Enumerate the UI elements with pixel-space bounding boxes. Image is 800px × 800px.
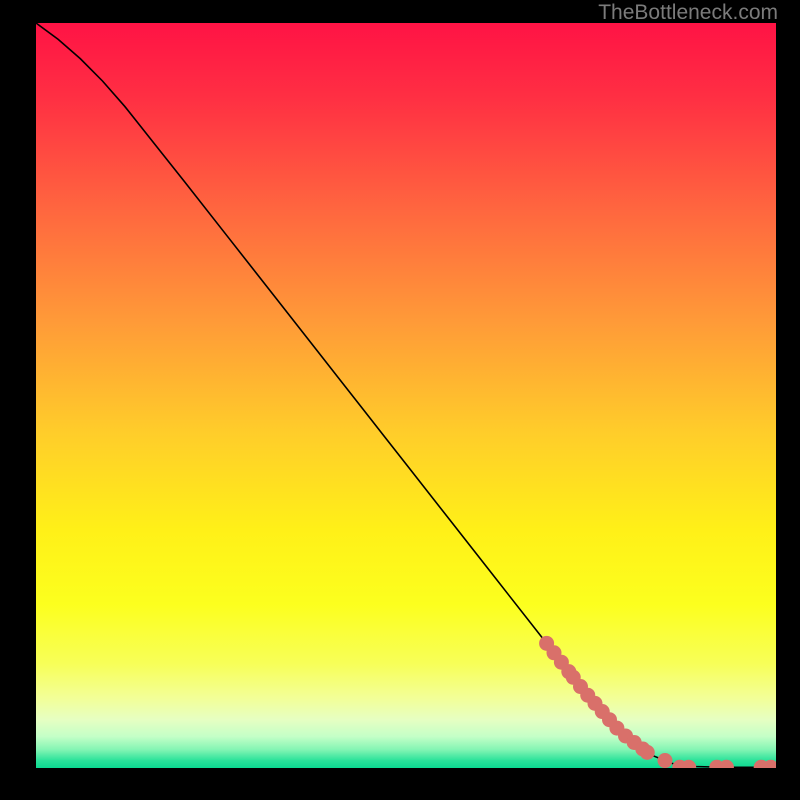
curve-line: [36, 23, 776, 767]
marker-point: [719, 760, 734, 768]
curve-markers: [539, 636, 776, 768]
plot-area: [36, 23, 776, 768]
attribution-label: TheBottleneck.com: [598, 1, 778, 25]
chart-container: TheBottleneck.com: [0, 0, 800, 800]
marker-point: [640, 745, 655, 760]
marker-point: [658, 753, 673, 768]
curve-layer: [36, 23, 776, 768]
